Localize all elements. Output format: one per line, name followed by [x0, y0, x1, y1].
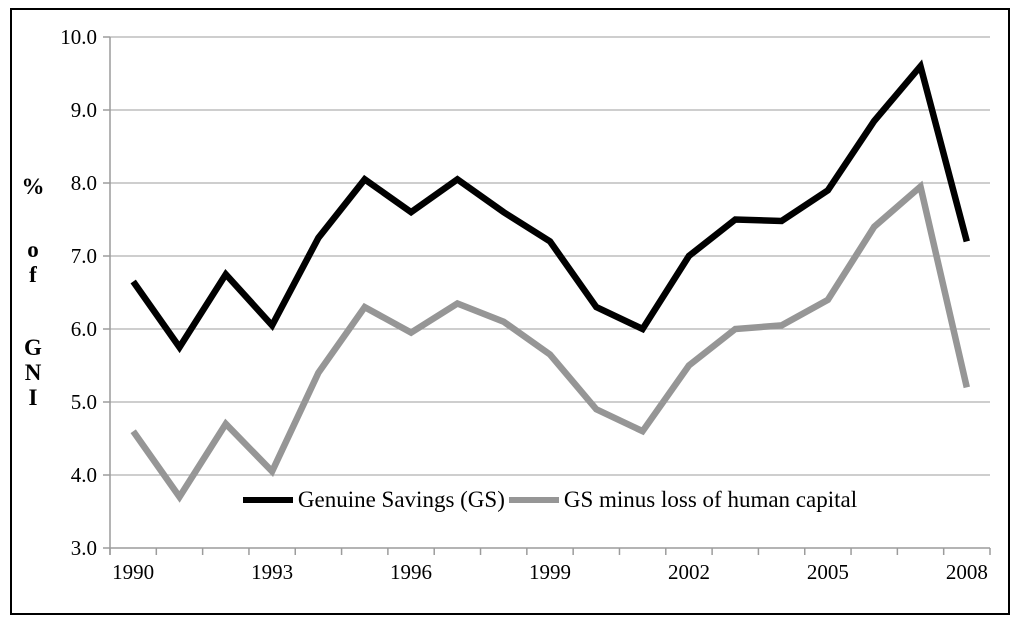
y-axis-title-char: N	[24, 360, 42, 385]
legend-label: GS minus loss of human capital	[563, 487, 858, 512]
y-tick-label: 6.0	[71, 317, 97, 341]
x-tick-label: 2002	[668, 560, 710, 584]
series-line-0	[130, 59, 970, 354]
chart-legend: Genuine Savings (GS) GS minus loss of hu…	[110, 484, 990, 516]
y-axis-title-char: I	[28, 385, 38, 410]
y-tick-label: 9.0	[71, 98, 97, 122]
x-tick-label: 1993	[251, 560, 293, 584]
y-tick-label: 4.0	[71, 463, 97, 487]
legend-line-swatch-gray	[508, 497, 559, 503]
y-tick-label: 10.0	[60, 25, 97, 49]
x-tick-label: 1996	[390, 560, 432, 584]
y-axis-title: % o f G N I	[16, 174, 50, 410]
y-tick-label: 7.0	[71, 244, 97, 268]
x-tick-label: 2008	[946, 560, 988, 584]
y-axis-title-char: o	[27, 237, 39, 262]
legend-item-genuine-savings: Genuine Savings (GS)	[242, 487, 505, 513]
legend-line-swatch-black	[242, 497, 293, 503]
y-axis-title-char: f	[29, 262, 37, 287]
figure-border	[10, 8, 1010, 615]
legend-item-gs-minus-loss: GS minus loss of human capital	[508, 487, 858, 513]
y-tick-label: 3.0	[71, 536, 97, 560]
x-tick-label: 2005	[807, 560, 849, 584]
series-line-1	[130, 180, 970, 503]
y-tick-label: 5.0	[71, 390, 97, 414]
legend-label: Genuine Savings (GS)	[297, 487, 505, 512]
y-axis-title-char: %	[21, 174, 45, 199]
x-tick-label: 1990	[112, 560, 154, 584]
y-tick-label: 8.0	[71, 171, 97, 195]
x-tick-label: 1999	[529, 560, 571, 584]
y-axis-title-char: G	[24, 335, 42, 360]
